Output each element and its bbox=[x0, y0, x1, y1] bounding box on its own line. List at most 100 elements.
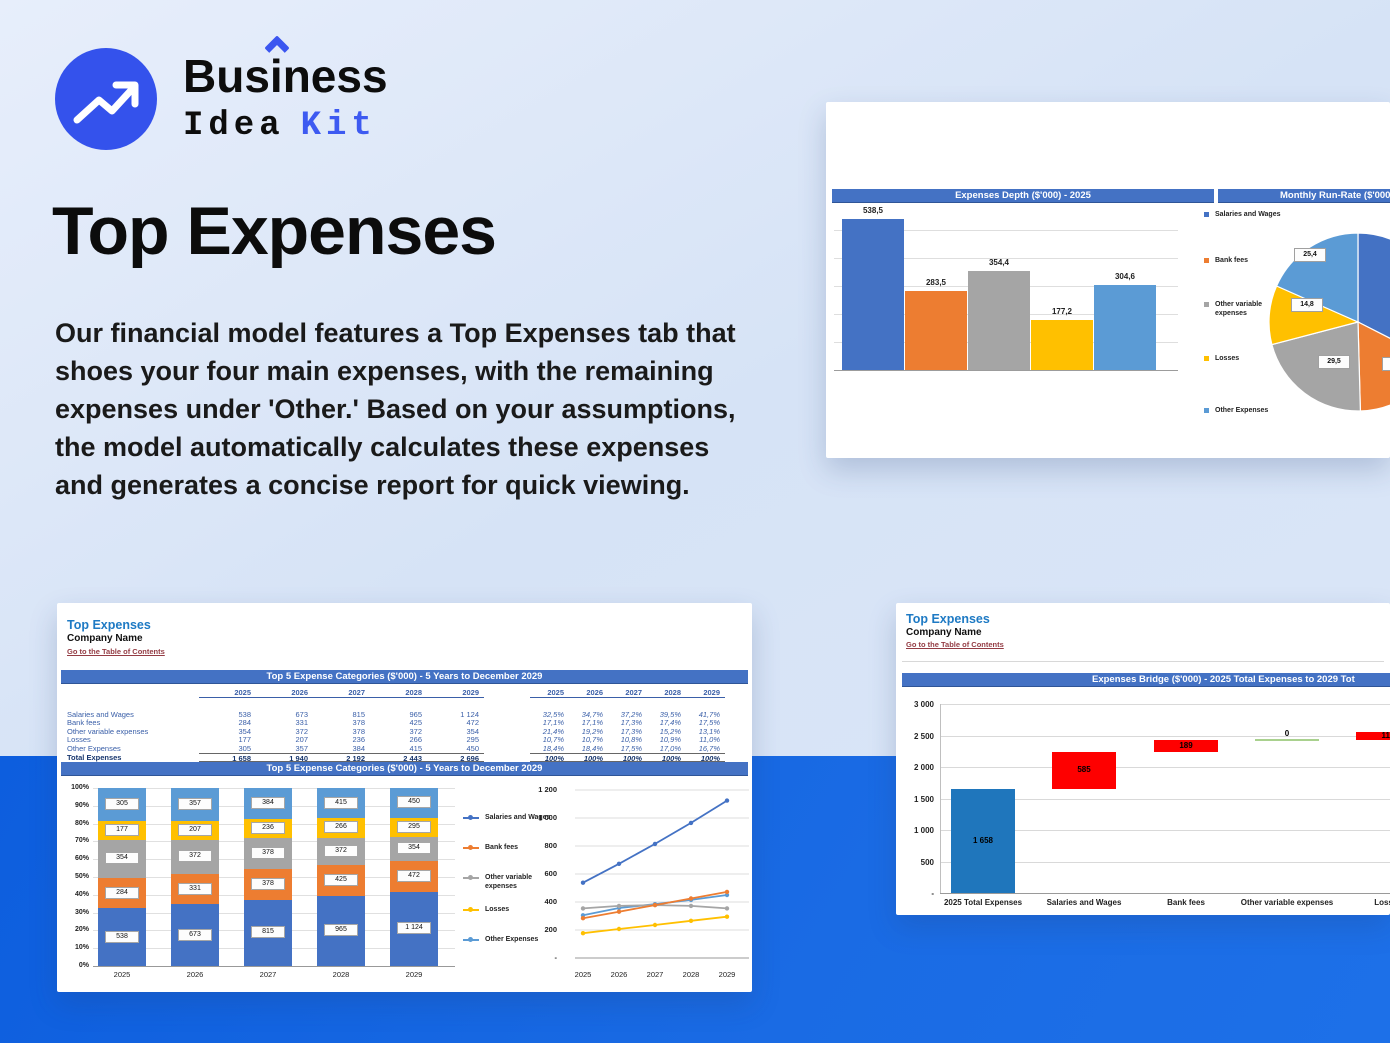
legend-label: Losses bbox=[485, 906, 510, 913]
table-cell: 17,0% bbox=[659, 744, 681, 753]
table-cell: 34,7% bbox=[581, 711, 603, 719]
data-point bbox=[652, 922, 658, 928]
legend-item: Other Expenses bbox=[1204, 406, 1296, 415]
total-row: Total Expenses 1 658 1 940 2 192 2 443 2 696 1… bbox=[67, 752, 743, 762]
grid-line bbox=[940, 767, 1390, 768]
brand-word-business: Busi ness bbox=[183, 35, 388, 99]
segment-label: 673 bbox=[178, 928, 212, 941]
table-cell: 450 bbox=[466, 744, 479, 753]
axis-tick: 2 500 bbox=[913, 731, 934, 741]
axis-tick: 800 bbox=[544, 841, 557, 850]
segment-label: 207 bbox=[178, 823, 212, 836]
data-point bbox=[580, 906, 586, 911]
x-axis-label: 2029 bbox=[405, 970, 423, 979]
table-cell: 10,7% bbox=[581, 736, 603, 745]
legend-line-marker bbox=[463, 815, 479, 820]
x-axis-label: 2025 bbox=[574, 970, 592, 979]
legend-label: Other variable expenses bbox=[485, 874, 533, 890]
table-cell: 1 940 bbox=[256, 752, 313, 762]
table-cell: 2026 bbox=[256, 688, 313, 698]
legend-swatch bbox=[1204, 356, 1209, 361]
waterfall-bar bbox=[951, 788, 1015, 893]
expenses-bridge-card: Top Expenses Company Name Go to the Tabl… bbox=[896, 603, 1390, 915]
top5-expense-categories-card: Top Expenses Company Name Go to the Tabl… bbox=[57, 603, 752, 992]
table-cell: 10,8% bbox=[620, 736, 642, 745]
axis-tick: 1 000 bbox=[913, 826, 934, 835]
data-point bbox=[580, 880, 586, 885]
legend-swatch bbox=[1204, 212, 1209, 217]
expenses-depth-card: Expenses Depth ($'000) - 2025 Monthly Ru… bbox=[826, 102, 1390, 458]
segment-label: 415 bbox=[324, 796, 358, 809]
data-point bbox=[652, 841, 658, 847]
hero-description: Our financial model features a Top Expen… bbox=[55, 318, 736, 500]
table-cell: 2025 bbox=[530, 688, 569, 698]
company-name: Company Name bbox=[906, 627, 982, 638]
divider bbox=[902, 661, 1384, 662]
trend-up-arrow-icon bbox=[55, 48, 157, 150]
table-cell: 17,3% bbox=[620, 727, 642, 736]
waterfall-bar bbox=[1052, 751, 1116, 789]
waterfall-zero-line bbox=[1255, 738, 1319, 742]
table-of-contents-link[interactable]: Go to the Table of Contents bbox=[67, 647, 165, 656]
legend-label: Other Expenses bbox=[1215, 407, 1269, 414]
table-cell: 2028 bbox=[647, 688, 686, 698]
legend-label: Other Expenses bbox=[485, 936, 539, 943]
axis-tick: 500 bbox=[920, 857, 934, 867]
x-axis-label: 2029 bbox=[718, 970, 736, 979]
table-cell: 11,0% bbox=[699, 736, 720, 745]
table-cell: 236 bbox=[352, 736, 365, 745]
data-point bbox=[616, 903, 622, 909]
axis-tick: 1 500 bbox=[913, 794, 934, 804]
bar-label: 177,2 bbox=[1051, 307, 1073, 316]
data-point bbox=[724, 892, 730, 898]
x-axis-label: Losses bbox=[1374, 898, 1390, 907]
legend-line-marker bbox=[463, 845, 479, 850]
legend-label: Bank fees bbox=[1215, 257, 1249, 264]
segment-label: 177 bbox=[105, 823, 139, 836]
table-cell bbox=[484, 753, 530, 762]
segment-label: 354 bbox=[105, 852, 139, 865]
table-cell: 10,7% bbox=[542, 736, 564, 745]
data-point bbox=[724, 889, 730, 895]
grid-line bbox=[940, 861, 1390, 863]
table-cell: 17,5% bbox=[698, 719, 720, 728]
table-cell: 10,9% bbox=[659, 736, 681, 745]
segment-label: 815 bbox=[251, 926, 285, 939]
axis-tick: 2 000 bbox=[913, 763, 934, 772]
axis-tick: 70% bbox=[74, 837, 89, 845]
legend-label: Salaries and Wages bbox=[1215, 211, 1281, 218]
legend-item: Salaries and Wages bbox=[1204, 210, 1296, 219]
table-of-contents-link[interactable]: Go to the Table of Contents bbox=[906, 640, 1004, 649]
segment-label: 965 bbox=[324, 924, 358, 937]
table-cell: 207 bbox=[295, 736, 308, 745]
table-cell: 17,5% bbox=[620, 744, 642, 753]
waterfall-bar bbox=[1356, 732, 1390, 740]
table-cell: 32,5% bbox=[542, 711, 564, 719]
table-cell: 41,7% bbox=[698, 711, 720, 719]
data-point bbox=[580, 916, 586, 921]
table-cell: 357 bbox=[295, 744, 308, 753]
x-axis-label: 2027 bbox=[646, 970, 664, 979]
table-cell: 2027 bbox=[608, 688, 647, 698]
axis-tick: 30% bbox=[74, 908, 89, 916]
grid-line bbox=[834, 230, 1178, 231]
legend-label: Bank fees bbox=[485, 844, 519, 851]
legend-label: Other variable expenses bbox=[1215, 301, 1263, 317]
data-point bbox=[688, 918, 694, 923]
bar-chart-title: Expenses Depth ($'000) - 2025 bbox=[832, 189, 1214, 203]
data-point bbox=[688, 896, 694, 901]
table-cell: 673 bbox=[295, 711, 308, 719]
axis-tick: 1 200 bbox=[538, 785, 557, 794]
segment-label: 354 bbox=[397, 842, 431, 855]
bar-label: 354,4 bbox=[988, 258, 1010, 267]
table-cell bbox=[67, 688, 199, 698]
axis-tick: 80% bbox=[74, 819, 89, 827]
table-cell: 372 bbox=[295, 727, 308, 736]
pie-slice-label: 25,4 bbox=[1294, 248, 1326, 262]
table-cell: 100% bbox=[569, 752, 608, 762]
table-row: Losses 177 207 236 266 295 10,7% 10,7% 10,8% 10,9… bbox=[67, 736, 743, 744]
bar bbox=[842, 219, 904, 370]
axis-tick: 400 bbox=[544, 897, 557, 906]
table-row: Bank fees 284 331 378 425 472 17,1% 17,1% 17,3% 1… bbox=[67, 719, 743, 727]
axis-tick: 60% bbox=[74, 855, 89, 863]
